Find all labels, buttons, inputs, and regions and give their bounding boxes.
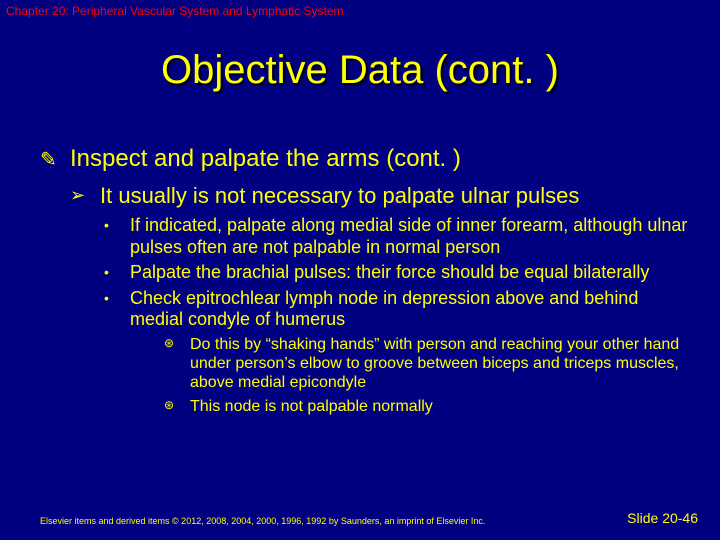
bullet-text: Inspect and palpate the arms (cont. ) xyxy=(70,145,461,172)
bullet-level3: • Check epitrochlear lymph node in depre… xyxy=(40,288,690,331)
bullet-text: This node is not palpable normally xyxy=(190,398,433,415)
bullet-level3: • Palpate the brachial pulses: their for… xyxy=(40,262,690,284)
slide-number: Slide 20-46 xyxy=(627,510,698,526)
bullet-level2: ➢ It usually is not necessary to palpate… xyxy=(40,183,690,209)
slide: Chapter 20: Peripheral Vascular System a… xyxy=(0,0,720,540)
bullet-icon: ⊛ xyxy=(164,398,174,412)
bullet-icon: ✎ xyxy=(40,147,57,172)
chapter-header: Chapter 20: Peripheral Vascular System a… xyxy=(6,4,344,18)
bullet-icon: ➢ xyxy=(70,185,85,206)
bullet-level1: ✎ Inspect and palpate the arms (cont. ) xyxy=(40,145,690,173)
bullet-level4: ⊛ This node is not palpable normally xyxy=(40,397,690,416)
bullet-level4: ⊛ Do this by “shaking hands” with person… xyxy=(40,335,690,393)
bullet-text: It usually is not necessary to palpate u… xyxy=(100,183,579,208)
bullet-icon: • xyxy=(104,264,109,281)
bullet-text: If indicated, palpate along medial side … xyxy=(130,215,687,257)
bullet-text: Palpate the brachial pulses: their force… xyxy=(130,262,649,282)
bullet-level3: • If indicated, palpate along medial sid… xyxy=(40,215,690,258)
footer-copyright: Elsevier items and derived items © 2012,… xyxy=(40,516,485,526)
bullet-icon: • xyxy=(104,217,109,234)
slide-content: ✎ Inspect and palpate the arms (cont. ) … xyxy=(40,145,690,420)
bullet-icon: • xyxy=(104,290,109,307)
bullet-text: Check epitrochlear lymph node in depress… xyxy=(130,288,638,330)
bullet-icon: ⊛ xyxy=(164,336,174,350)
bullet-text: Do this by “shaking hands” with person a… xyxy=(190,336,679,391)
slide-title: Objective Data (cont. ) xyxy=(0,48,720,93)
